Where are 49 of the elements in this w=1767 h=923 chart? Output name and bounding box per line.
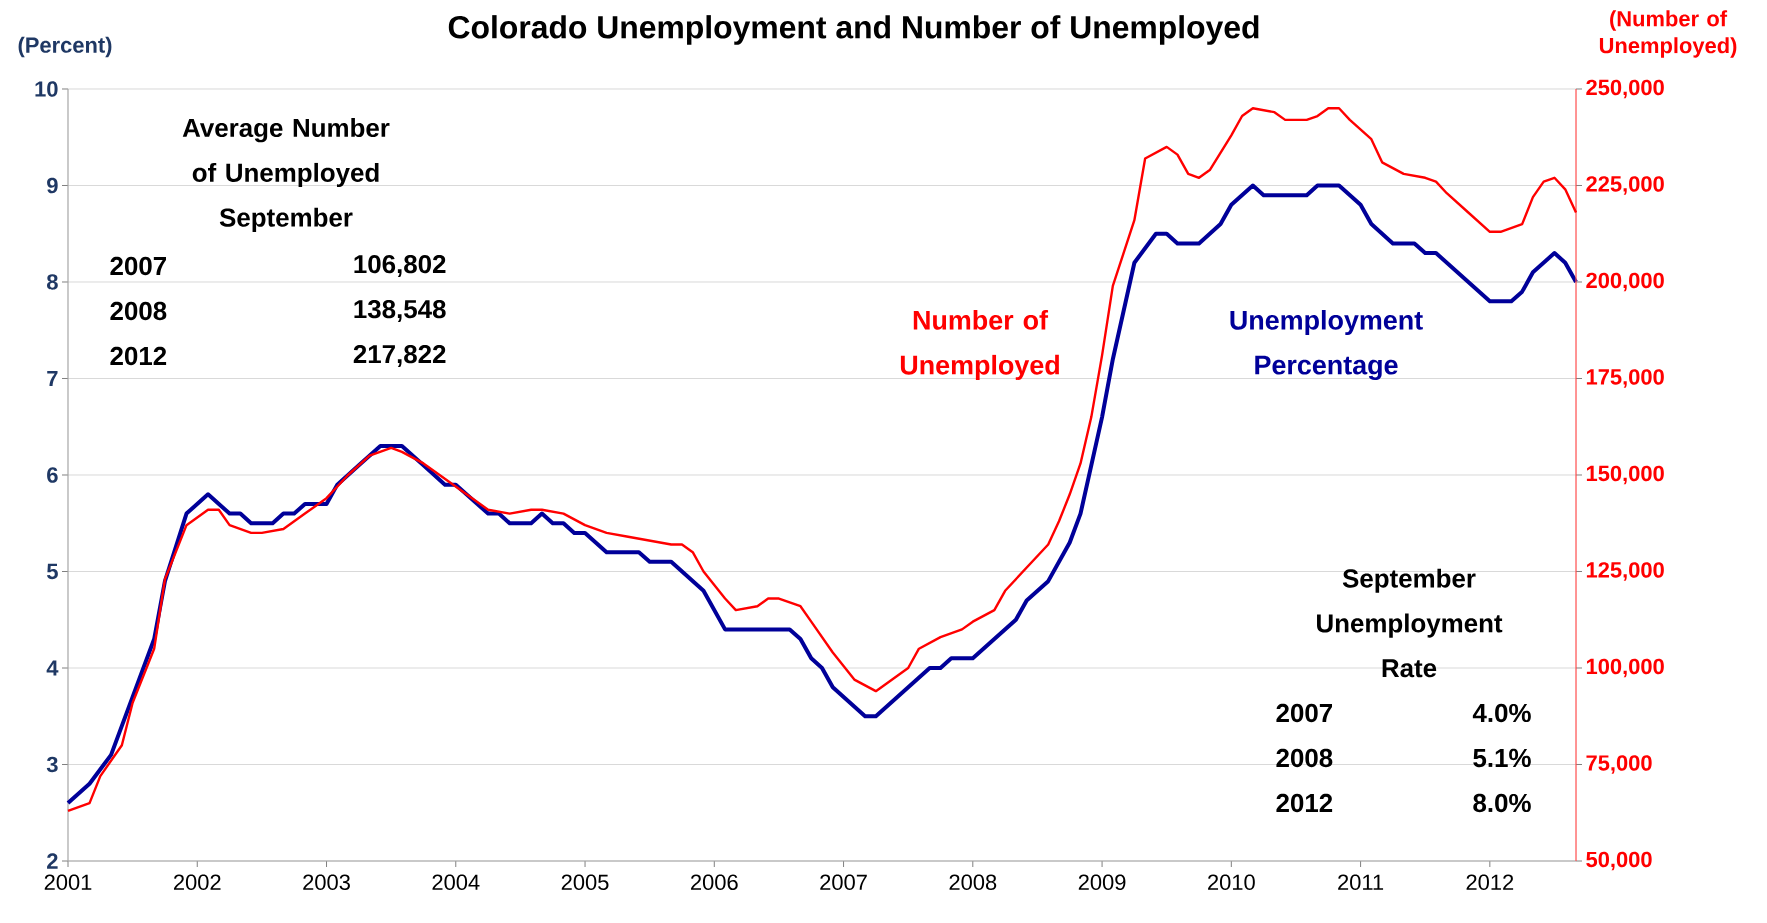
y-tick-label: 2 bbox=[47, 853, 58, 869]
x-tick-label: 2010 bbox=[1208, 874, 1255, 891]
annotation: 2012 bbox=[110, 346, 167, 366]
x-tick-label: 2009 bbox=[1078, 874, 1126, 891]
x-tick-label: 2007 bbox=[820, 874, 867, 891]
annotation: 2008 bbox=[1276, 748, 1333, 768]
y2-tick-label: 250,000 bbox=[1586, 79, 1664, 99]
annotation: 217,822 bbox=[353, 344, 446, 368]
x-tick-label: 2002 bbox=[173, 874, 221, 891]
y2-tick-label: 50,000 bbox=[1586, 851, 1652, 871]
annotation: 2007 bbox=[1276, 703, 1333, 723]
y-tick-label: 10 bbox=[35, 81, 58, 97]
y-tick-label: 9 bbox=[47, 177, 58, 194]
annotation: 8.0% bbox=[1473, 793, 1531, 813]
annotation: 2007 bbox=[110, 256, 166, 276]
y2-tick-label: 100,000 bbox=[1586, 658, 1664, 678]
annotation: September Unemployment Rate bbox=[1317, 568, 1503, 678]
series-label: Number of Unemployed bbox=[900, 310, 1059, 380]
y2-tick-label: 175,000 bbox=[1586, 369, 1664, 388]
chart-title: Colorado Unemployment and Number of Unemployed bbox=[448, 15, 1259, 45]
x-tick-label: 2001 bbox=[44, 874, 92, 891]
y-tick-label: 5 bbox=[46, 563, 58, 580]
y-tick-label: 6 bbox=[47, 467, 58, 483]
x-tick-label: 2005 bbox=[561, 874, 609, 891]
y2-tick-label: 125,000 bbox=[1586, 562, 1664, 581]
y-tick-label: 8 bbox=[47, 274, 58, 290]
x-tick-label: 2004 bbox=[432, 874, 480, 891]
y2-tick-label: 150,000 bbox=[1586, 465, 1664, 485]
y-axis-title: (Percent) bbox=[18, 36, 112, 58]
x-tick-label: 2011 bbox=[1338, 874, 1384, 891]
y-tick-label: 4 bbox=[46, 660, 59, 676]
y2-tick-label: 225,000 bbox=[1586, 176, 1664, 195]
x-tick-label: 2006 bbox=[691, 874, 738, 891]
x-tick-label: 2008 bbox=[949, 874, 997, 891]
annotation: 106,802 bbox=[354, 254, 446, 278]
y-tick-label: 3 bbox=[46, 756, 58, 773]
annotation: 2008 bbox=[110, 301, 167, 321]
series-label: Unemployment Percentage bbox=[1230, 309, 1423, 381]
y2-tick-label: 75,000 bbox=[1586, 755, 1652, 774]
x-tick-label: 2003 bbox=[303, 874, 350, 891]
y2-axis-title: (Number of Unemployed) bbox=[1599, 10, 1737, 58]
y2-tick-label: 200,000 bbox=[1586, 272, 1664, 292]
x-tick-label: 2012 bbox=[1466, 874, 1514, 891]
annotation: 5.1% bbox=[1473, 748, 1531, 768]
y-tick-label: 7 bbox=[47, 370, 58, 387]
annotation: 4.0% bbox=[1472, 703, 1531, 723]
annotation: 138,548 bbox=[354, 299, 446, 323]
annotation: 2012 bbox=[1276, 793, 1333, 813]
annotation: Average Number of Unemployed September bbox=[182, 118, 390, 232]
